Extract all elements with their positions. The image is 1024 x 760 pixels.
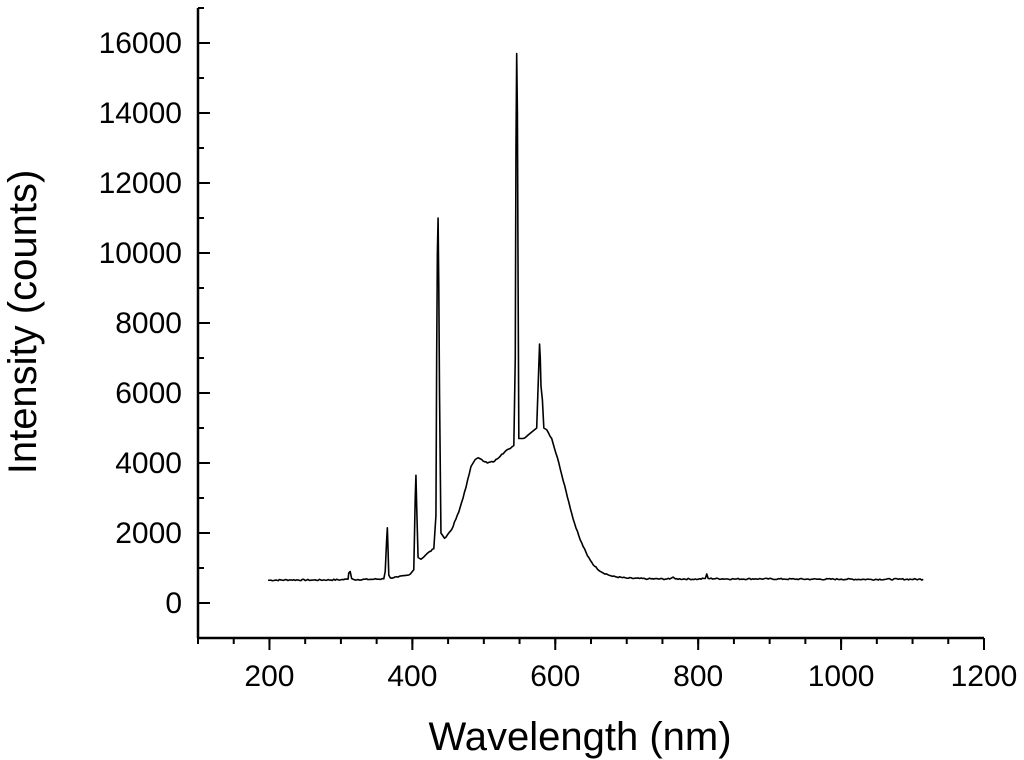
y-tick-label: 16000 — [99, 27, 182, 60]
x-tick-label: 400 — [387, 660, 437, 693]
x-tick-label: 1200 — [951, 660, 1018, 693]
y-tick-label: 14000 — [99, 97, 182, 130]
y-tick-label: 4000 — [115, 447, 182, 480]
x-tick-label: 200 — [244, 660, 294, 693]
y-tick-label: 2000 — [115, 517, 182, 550]
x-tick-label: 600 — [530, 660, 580, 693]
x-tick-label: 800 — [673, 660, 723, 693]
spectrum-series-line — [268, 52, 924, 582]
y-tick-label: 12000 — [99, 167, 182, 200]
y-tick-label: 0 — [165, 587, 182, 620]
y-axis-title: Intensity (counts) — [1, 170, 45, 475]
x-tick-label: 1000 — [808, 660, 875, 693]
axes — [196, 8, 984, 640]
x-axis-ticks: 200 400 600 800 1000 1200 — [197, 638, 1018, 693]
x-axis-title: Wavelength (nm) — [428, 715, 731, 759]
plot-area — [268, 52, 924, 582]
y-tick-label: 6000 — [115, 377, 182, 410]
y-tick-label: 8000 — [115, 307, 182, 340]
y-tick-label: 10000 — [99, 237, 182, 270]
y-axis-ticks: 0 2000 4000 6000 8000 10000 12000 14000 16000 — [99, 7, 210, 639]
